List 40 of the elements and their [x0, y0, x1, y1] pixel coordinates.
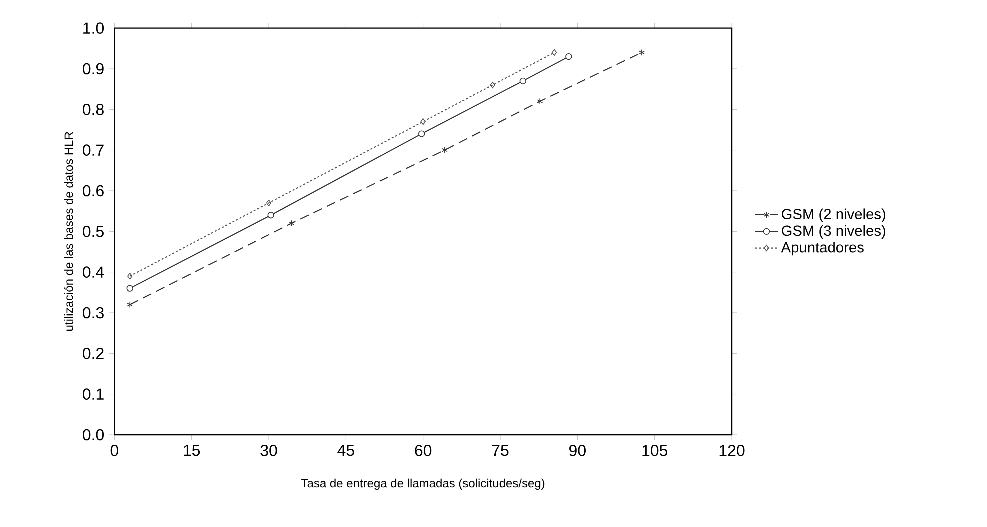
point [520, 78, 526, 85]
x-tick-label: 75 [492, 445, 509, 456]
point [128, 273, 133, 280]
y-tick-label: 0.3 [83, 307, 104, 319]
y-axis-title: utilización de las bases de datos HLR [64, 132, 74, 331]
y-tick-label: 0.7 [83, 144, 104, 156]
point [442, 146, 448, 154]
y-tick-label: 0.5 [83, 226, 104, 238]
x-tick-label: 30 [260, 445, 278, 456]
y-tick-label: 0.1 [83, 388, 104, 400]
y-tick-label: 1.0 [84, 22, 104, 34]
x-tick-label: 120 [720, 445, 745, 456]
point [418, 130, 426, 138]
point [126, 285, 134, 292]
legend-label: GSM (3 niveles) [782, 225, 886, 239]
point [266, 200, 272, 207]
x-tick-label: 60 [415, 445, 432, 456]
y-tick-label: 0.4 [83, 266, 104, 278]
x-axis-title: Tasa de entrega de llamadas (solicitudes/seg) [302, 478, 545, 490]
y-tick-label: 0.2 [83, 348, 104, 360]
x-tick-label: 105 [642, 445, 668, 456]
point [127, 302, 134, 308]
y-tick-label: 0.6 [83, 185, 104, 197]
point [490, 82, 496, 89]
point [420, 118, 426, 126]
x-tick-label: 45 [338, 445, 354, 456]
y-tick-label: 0.0 [83, 429, 104, 441]
y-tick-label: 0.8 [83, 104, 104, 116]
y-tick-label: 0.9 [83, 63, 104, 75]
point [639, 49, 645, 56]
point [268, 212, 274, 219]
point [537, 98, 544, 105]
legend-label: GSM (2 niveles) [782, 208, 886, 222]
point [288, 220, 295, 227]
point [566, 53, 572, 60]
point [552, 49, 558, 56]
legend-label: Apuntadores [781, 242, 864, 256]
x-tick-label: 15 [184, 445, 200, 456]
x-tick-label: 90 [570, 445, 586, 456]
x-tick-label: 0 [110, 445, 119, 456]
